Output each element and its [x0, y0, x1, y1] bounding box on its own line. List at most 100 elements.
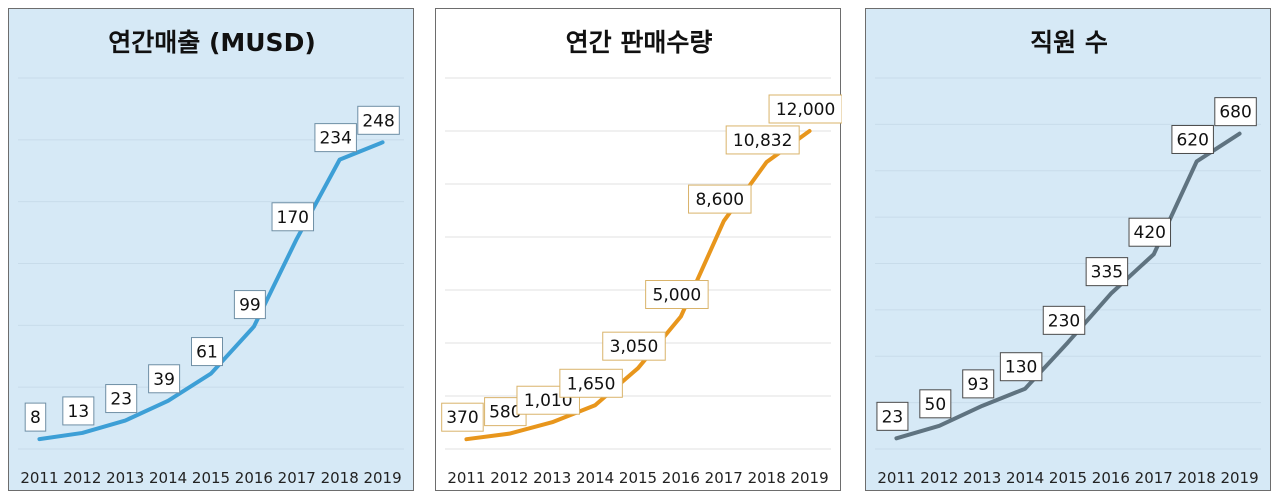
chart-panel-revenue: 연간매출 (MUSD) 2011 2012 2013 2014 2015 2016 2017 2…	[8, 8, 414, 491]
data-label: 5,000	[645, 280, 709, 309]
data-label: 248	[357, 105, 400, 135]
data-label: 230	[1042, 305, 1086, 335]
data-label-box	[1085, 257, 1129, 287]
x-tick-label: 2011	[447, 469, 485, 487]
x-tick-label: 2017	[1135, 469, 1173, 487]
series-line	[464, 129, 812, 442]
data-label-box	[919, 389, 952, 419]
data-label-box	[24, 402, 47, 432]
data-label: 23	[876, 401, 909, 431]
x-tick-label: 2012	[490, 469, 528, 487]
data-label: 23	[105, 384, 138, 414]
series-line	[37, 140, 385, 442]
data-label: 620	[1171, 124, 1214, 154]
chart-title: 직원 수	[1030, 28, 1108, 57]
data-label: 234	[314, 123, 357, 153]
data-label-text: 230	[1048, 311, 1080, 331]
x-tick-label: 2017	[278, 469, 316, 487]
data-label: 12,000	[768, 94, 842, 124]
data-label-text: 39	[153, 370, 175, 390]
data-label-text: 130	[1005, 358, 1037, 378]
data-label-text: 234	[319, 129, 351, 149]
x-tick-label: 2018	[748, 469, 786, 487]
data-label-text: 10,832	[733, 131, 792, 151]
data-label-text: 170	[277, 208, 309, 228]
x-tick-label: 2016	[235, 469, 273, 487]
data-label-box	[962, 369, 995, 399]
x-tick-label: 2012	[63, 469, 101, 487]
data-label-box	[1128, 217, 1172, 247]
data-label: 335	[1085, 257, 1129, 287]
data-label-box	[688, 184, 752, 214]
x-tick-label: 2011	[877, 469, 915, 487]
data-label: 61	[191, 337, 223, 367]
x-tick-label: 2016	[662, 469, 700, 487]
chart-title: 연간 판매수량	[566, 28, 713, 57]
chart-panel-employees: 직원 수 2011 2012 2013 2014 2015 2016 2017 2018 2019…	[865, 8, 1271, 491]
data-label-box	[1171, 124, 1214, 154]
data-label-box	[876, 401, 909, 431]
chart-panel-sales-volume: 연간 판매수량 2011 2012 2013 2014 2015 2016 2017 2018 2…	[435, 8, 842, 491]
data-label: 130	[999, 352, 1043, 382]
x-tick-label: 2013	[106, 469, 144, 487]
x-tick-label: 2017	[705, 469, 743, 487]
data-label-box	[357, 105, 400, 135]
data-label-text: 1,650	[567, 374, 616, 394]
data-label-text: 420	[1134, 223, 1166, 243]
x-tick-label: 2014	[576, 469, 614, 487]
x-tick-label: 2019	[363, 469, 401, 487]
line-chart: 직원 수 2011 2012 2013 2014 2015 2016 2017 2018 2019…	[875, 28, 1261, 487]
data-label-text: 248	[362, 111, 394, 131]
data-label: 8	[24, 402, 47, 432]
x-tick-label: 2019	[1220, 469, 1258, 487]
data-label: 10,832	[725, 125, 800, 155]
data-label-text: 99	[239, 296, 261, 316]
line-chart: 연간매출 (MUSD) 2011 2012 2013 2014 2015 2016 2017 2…	[18, 28, 404, 487]
data-label-text: 620	[1176, 130, 1208, 150]
data-label: 39	[148, 364, 181, 394]
x-tick-label: 2013	[533, 469, 571, 487]
data-label-text: 12,000	[776, 100, 835, 120]
data-label-text: 23	[110, 390, 132, 410]
x-tick-label: 2014	[1006, 469, 1044, 487]
data-label: 370	[441, 402, 484, 432]
x-tick-label: 2014	[149, 469, 187, 487]
data-label-box	[441, 402, 484, 432]
data-label-text: 335	[1091, 263, 1123, 283]
data-label-text: 93	[967, 375, 989, 395]
data-label-box	[105, 384, 138, 414]
data-label-text: 8,600	[695, 190, 744, 210]
data-label-text: 3,050	[610, 337, 659, 357]
data-label-text: 370	[446, 408, 478, 428]
x-tick-label: 2019	[790, 469, 828, 487]
data-label-text: 50	[925, 395, 947, 415]
data-label: 50	[919, 389, 952, 419]
data-label: 1,650	[559, 368, 623, 398]
data-label-box	[725, 125, 800, 155]
data-label-text: 580	[489, 403, 521, 423]
x-tick-label: 2015	[619, 469, 657, 487]
series-line	[894, 131, 1242, 441]
data-label-box	[999, 352, 1043, 382]
data-label-box	[233, 290, 266, 320]
data-label-box	[62, 396, 95, 426]
data-label: 99	[233, 290, 266, 320]
data-label: 170	[271, 202, 315, 232]
data-label: 680	[1214, 97, 1257, 127]
line-chart: 연간 판매수량 2011 2012 2013 2014 2015 2016 2017 2018 2…	[441, 28, 842, 487]
data-label-text: 5,000	[653, 286, 702, 306]
data-label-box	[314, 123, 357, 153]
data-label-text: 23	[882, 407, 904, 427]
data-label: 93	[962, 369, 995, 399]
data-label-box	[602, 331, 666, 361]
data-label-box	[271, 202, 315, 232]
x-tick-label: 2015	[192, 469, 230, 487]
data-label-text: 680	[1219, 103, 1251, 123]
data-label: 8,600	[688, 184, 752, 214]
data-label-text: 8	[30, 408, 41, 428]
data-label-box	[1214, 97, 1257, 127]
data-label-box	[191, 337, 223, 367]
data-label-box	[559, 368, 623, 398]
data-label: 420	[1128, 217, 1172, 247]
x-tick-label: 2013	[963, 469, 1001, 487]
